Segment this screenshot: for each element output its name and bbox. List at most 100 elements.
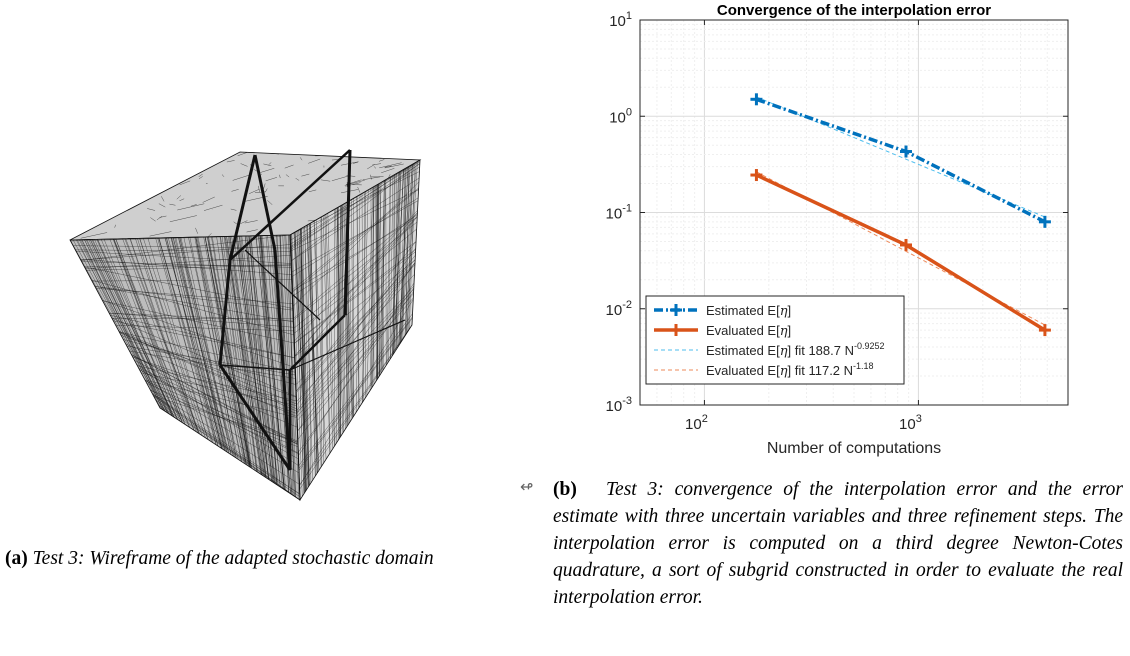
legend-label: Estimated E[η] fit 188.7 N-0.9252 [706,341,885,359]
mesh-edge [147,238,208,440]
mesh-edge [228,154,257,261]
mesh-edge [111,317,297,397]
mesh-edge [295,178,300,181]
mesh-edge [174,237,226,451]
mesh-edge [375,185,378,380]
mesh-edge [85,255,291,269]
mesh-edge [307,219,315,222]
mesh-edge [334,209,336,446]
caption-b-text: Test 3: convergence of the interpolation… [553,479,1123,608]
mesh-edge [237,152,248,156]
data-point-1-2 [1038,324,1051,337]
mesh-edge [83,231,86,234]
data-point-1-1 [900,238,913,251]
mesh-edge [159,215,167,218]
mesh-edge [386,177,391,365]
mesh-edge [298,316,413,469]
mesh-edge [401,167,407,342]
mesh-edge [115,238,190,428]
mesh-edge [372,163,381,166]
mesh-edge [138,367,298,442]
mesh-edge [351,199,354,417]
mesh-edge [373,186,375,385]
mesh-edge [115,238,186,425]
legend-label: Evaluated E[η] fit 117.2 N-1.18 [706,361,874,379]
mesh-edge [195,227,198,234]
mesh-edge [76,239,168,414]
mesh-edge [103,239,177,420]
mesh-edge [288,235,295,497]
data-point-0-2 [1038,215,1051,228]
mesh-edge [244,249,321,321]
legend-label: Evaluated E[η] [706,323,791,339]
mesh-edge [224,236,262,475]
mesh-edge [285,174,290,178]
mesh-edge [152,393,300,495]
mesh-edge [267,235,291,494]
mesh-edge [378,159,385,162]
mesh-edge [145,380,298,445]
mesh-edge [294,216,418,365]
mesh-edge [119,331,296,373]
mesh-edge [298,282,415,456]
mesh-edge [139,238,206,438]
mesh-edge [150,217,156,222]
mesh-edge [118,330,297,405]
mesh-edge [260,168,275,173]
mesh-edge [124,238,200,434]
mesh-edge [294,251,416,344]
mesh-edge [261,235,277,485]
mesh-edge [393,169,404,354]
mesh-edge [158,237,219,447]
mesh-edge [169,215,197,222]
mesh-edge [289,314,346,371]
mesh-edge [253,154,277,251]
mesh-edge [96,239,174,418]
mesh-edge [265,235,286,491]
mesh-edge [255,235,281,488]
mesh-edge [299,324,413,490]
mesh-edge [291,187,419,290]
mesh-edge [362,176,384,180]
mesh-edge [179,237,235,457]
mesh-edge [300,157,303,161]
mesh-edge [293,221,418,321]
mesh-edge [172,237,230,454]
mesh-edge [177,203,205,211]
mesh-edge [80,259,292,275]
mesh-edge [153,395,298,443]
mesh-edge [295,264,416,394]
mesh-edge [176,195,181,200]
caption-b-label: (b) [553,479,577,500]
mesh-edge [115,325,294,332]
mesh-edge [94,286,293,311]
caption-a-label: (a) [5,548,28,569]
mesh-edge [73,245,291,249]
mesh-edge [366,187,374,396]
mesh-edge [290,162,420,262]
mesh-edge [296,248,416,412]
mesh-edge [298,291,414,453]
mesh-edge [204,236,249,466]
mesh-edge [136,364,299,466]
series-line-3 [756,171,1046,326]
mesh-edge [292,181,420,307]
mesh-edge [296,293,414,421]
mesh-edge [258,185,260,193]
mesh-edge [347,201,353,418]
mesh-edge [179,237,228,453]
mesh-edge [221,174,225,177]
mesh-edge [119,331,297,409]
mesh-edge [240,236,266,478]
mesh-edge [161,196,165,202]
mesh-edge [126,345,296,376]
mesh-edge [132,356,297,414]
mesh-edge [356,196,359,409]
mesh-edge [296,285,414,414]
mesh-edge [168,237,222,449]
mesh-edge [398,166,409,346]
mesh-edge [91,279,294,336]
mesh-edge [179,180,191,186]
mesh-edge [295,259,416,392]
mesh-edge [125,343,297,417]
